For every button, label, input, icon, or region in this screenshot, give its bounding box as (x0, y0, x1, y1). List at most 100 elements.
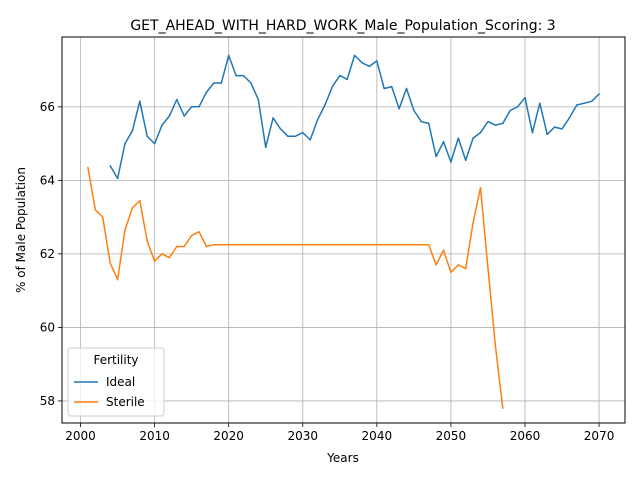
y-tick-label: 62 (40, 247, 55, 261)
data-point-ideal (257, 98, 260, 101)
data-point-sterile (272, 243, 274, 246)
data-point-ideal (427, 122, 430, 125)
y-tick-label: 64 (40, 173, 55, 187)
data-point-sterile (220, 243, 223, 246)
data-point-sterile (287, 243, 289, 246)
data-point-ideal (287, 135, 289, 138)
data-point-sterile (131, 207, 134, 209)
data-point-sterile (405, 243, 408, 246)
data-point-sterile (153, 260, 156, 262)
data-point-ideal (539, 102, 541, 104)
data-point-ideal (598, 93, 600, 95)
legend-title: Fertility (93, 353, 138, 367)
data-point-sterile (413, 243, 415, 246)
data-point-ideal (524, 96, 526, 99)
x-tick-label: 2050 (436, 429, 467, 443)
data-point-ideal (339, 74, 341, 77)
data-point-sterile (450, 271, 452, 274)
data-point-sterile (494, 345, 497, 347)
data-point-sterile (479, 186, 482, 189)
data-point-ideal (561, 128, 563, 130)
data-point-ideal (146, 135, 148, 138)
data-point-sterile (457, 264, 460, 266)
data-point-ideal (353, 54, 356, 57)
x-tick-label: 2070 (584, 429, 615, 443)
data-point-ideal (264, 146, 267, 149)
data-point-ideal (309, 139, 311, 141)
data-point-ideal (435, 155, 437, 158)
legend: Fertility Ideal Sterile (67, 347, 165, 417)
data-point-ideal (250, 82, 252, 84)
x-tick-label: 2020 (213, 429, 244, 443)
data-point-sterile (390, 243, 393, 246)
data-point-sterile (94, 209, 97, 211)
data-point-ideal (590, 100, 593, 103)
data-point-ideal (413, 109, 415, 112)
data-point-sterile (264, 243, 267, 246)
data-point-sterile (205, 245, 208, 248)
y-tick-label: 60 (40, 320, 55, 334)
data-point-ideal (405, 87, 408, 90)
data-point-sterile (227, 243, 230, 246)
data-point-ideal (420, 120, 423, 123)
data-point-ideal (487, 120, 489, 123)
data-point-sterile (235, 243, 237, 246)
data-point-ideal (198, 106, 200, 108)
data-point-ideal (398, 107, 400, 110)
data-point-ideal (279, 128, 282, 130)
data-point-sterile (324, 243, 326, 246)
data-point-ideal (190, 106, 193, 108)
data-point-sterile (124, 229, 126, 231)
data-point-sterile (442, 249, 445, 251)
data-point-sterile (242, 243, 245, 246)
data-point-sterile (302, 243, 304, 246)
x-tick-label: 2060 (510, 429, 541, 443)
x-axis-label: Years (326, 451, 359, 465)
data-point-ideal (390, 85, 393, 88)
y-axis-label: % of Male Population (14, 167, 28, 293)
data-point-ideal (316, 118, 319, 121)
data-point-ideal (509, 109, 511, 112)
data-point-sterile (168, 256, 171, 259)
data-point-sterile (198, 231, 200, 233)
x-tick-label: 2010 (139, 429, 170, 443)
data-point-ideal (131, 129, 134, 132)
data-point-sterile (502, 407, 504, 410)
x-tick-label: 2030 (287, 429, 318, 443)
data-point-ideal (368, 65, 371, 68)
data-point-ideal (176, 98, 178, 101)
data-point-ideal (472, 137, 474, 139)
data-point-sterile (109, 262, 111, 264)
data-point-ideal (464, 159, 467, 161)
data-point-ideal (161, 124, 163, 126)
data-point-ideal (168, 115, 171, 117)
data-point-ideal (331, 85, 334, 88)
data-point-ideal (213, 82, 215, 84)
data-point-ideal (450, 161, 452, 163)
data-point-sterile (361, 243, 363, 246)
data-point-ideal (546, 133, 548, 136)
data-point-ideal (227, 54, 230, 57)
data-point-ideal (346, 78, 348, 81)
data-point-ideal (139, 100, 141, 103)
data-point-ideal (553, 126, 556, 128)
data-point-sterile (398, 243, 400, 246)
data-point-sterile (331, 243, 334, 246)
data-point-sterile (316, 243, 319, 246)
legend-label-sterile: Sterile (106, 395, 145, 409)
data-point-ideal (479, 131, 482, 134)
data-point-sterile (339, 243, 341, 246)
data-point-sterile (472, 221, 474, 224)
data-point-sterile (190, 234, 193, 237)
data-point-sterile (139, 199, 141, 202)
data-point-sterile (353, 243, 356, 246)
data-point-ideal (302, 131, 304, 134)
data-point-sterile (383, 243, 385, 246)
ticks: 2000 2010 2020 2030 2040 2050 2060 2070 58 60 62 64… (40, 100, 615, 443)
data-point-sterile (250, 243, 252, 246)
data-point-ideal (568, 117, 571, 119)
data-point-sterile (420, 243, 423, 246)
data-point-ideal (457, 137, 460, 139)
data-point-sterile (213, 243, 215, 246)
data-point-ideal (294, 135, 297, 138)
